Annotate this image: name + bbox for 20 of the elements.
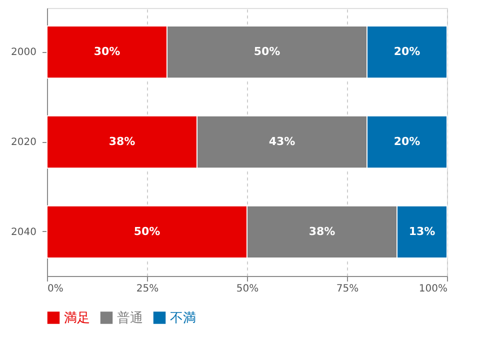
data-label: 43% (268, 135, 296, 148)
data-label: 20% (394, 135, 420, 148)
x-tick-label: 0% (48, 284, 64, 294)
x-tick-label: 100% (418, 284, 448, 294)
data-label: 13% (408, 224, 436, 238)
data-label: 38% (108, 135, 136, 148)
data-label: 50% (134, 224, 160, 238)
data-label: 38% (308, 224, 336, 238)
x-tick-label: 50% (236, 284, 259, 294)
data-label: 20% (394, 45, 420, 58)
y-tick-label: 2020 (11, 137, 36, 148)
data-label: 50% (254, 45, 280, 58)
legend-label: 不満 (170, 310, 196, 326)
legend-label: 普通 (117, 310, 143, 326)
y-tick-label: 2000 (11, 47, 36, 58)
y-tick-label: 2040 (11, 226, 36, 238)
x-tick-label: 25% (136, 284, 159, 294)
x-tick-label: 75% (336, 284, 359, 294)
data-label: 30% (94, 45, 120, 58)
legend-label: 満足 (64, 310, 90, 326)
